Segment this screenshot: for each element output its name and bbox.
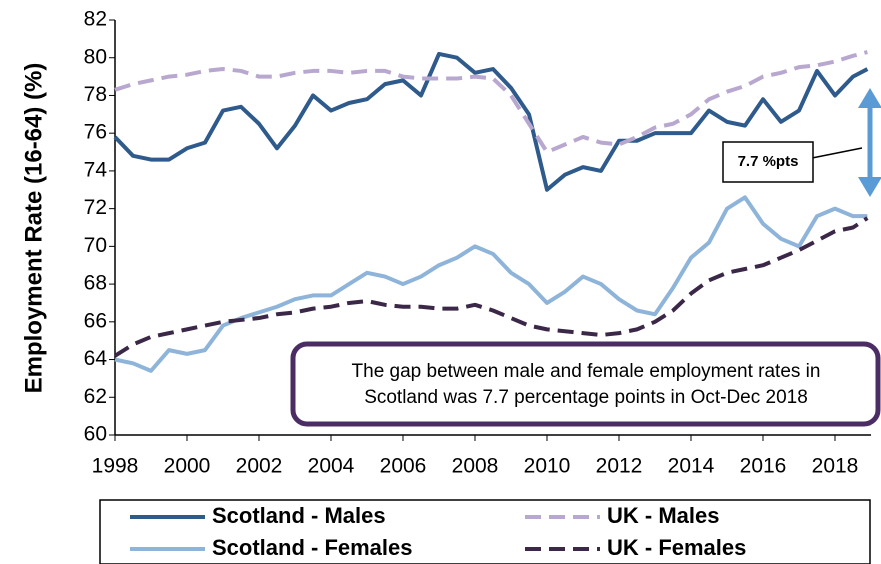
arrow-head <box>858 88 881 108</box>
legend-box <box>99 499 871 564</box>
y-axis-label: Employment Rate (16-64) (%) <box>20 63 47 394</box>
legend-label: UK - Females <box>607 535 746 560</box>
y-tick-label: 68 <box>84 272 107 295</box>
x-tick-label: 2014 <box>668 455 715 478</box>
y-tick-label: 78 <box>84 83 107 106</box>
legend-label: Scotland - Males <box>212 503 386 528</box>
note-box <box>290 341 881 427</box>
y-tick-label: 72 <box>84 196 107 219</box>
x-tick-label: 2004 <box>308 455 355 478</box>
series-line <box>113 51 869 192</box>
y-tick-label: 60 <box>84 423 107 446</box>
note: The gap between male and female employme… <box>352 361 821 408</box>
arrow-head <box>858 177 881 197</box>
y-tick-label: 70 <box>84 234 107 257</box>
x-tick-label: 2018 <box>812 455 859 478</box>
x-tick-label: 2012 <box>596 455 643 478</box>
y-tick-label: 76 <box>84 121 107 144</box>
note-line: The gap between male and female employme… <box>352 361 821 382</box>
y-tick-label: 66 <box>84 309 107 332</box>
x-tick-label: 2010 <box>524 455 571 478</box>
x-tick-label: 2006 <box>380 455 427 478</box>
note-line: Scotland was 7.7 percentage points in Oc… <box>364 387 808 408</box>
y-tick-label: 82 <box>84 8 107 31</box>
y-tick-label: 80 <box>84 45 107 68</box>
annotation-box <box>722 141 814 183</box>
x-tick-label: 1998 <box>92 455 139 478</box>
series-line <box>114 50 868 155</box>
x-tick-label: 2000 <box>164 455 211 478</box>
y-tick-label: 64 <box>84 347 108 370</box>
y-tick-label: 74 <box>84 158 108 181</box>
legend-label: UK - Males <box>607 503 719 528</box>
annotation: 7.7 %pts <box>738 153 799 170</box>
x-tick-label: 2002 <box>236 455 283 478</box>
legend-label: Scotland - Females <box>212 535 413 560</box>
series-line <box>113 216 869 358</box>
y-tick-label: 62 <box>84 385 107 408</box>
leader-line <box>811 147 863 159</box>
x-tick-label: 2016 <box>740 455 787 478</box>
x-tick-label: 2008 <box>452 455 499 478</box>
